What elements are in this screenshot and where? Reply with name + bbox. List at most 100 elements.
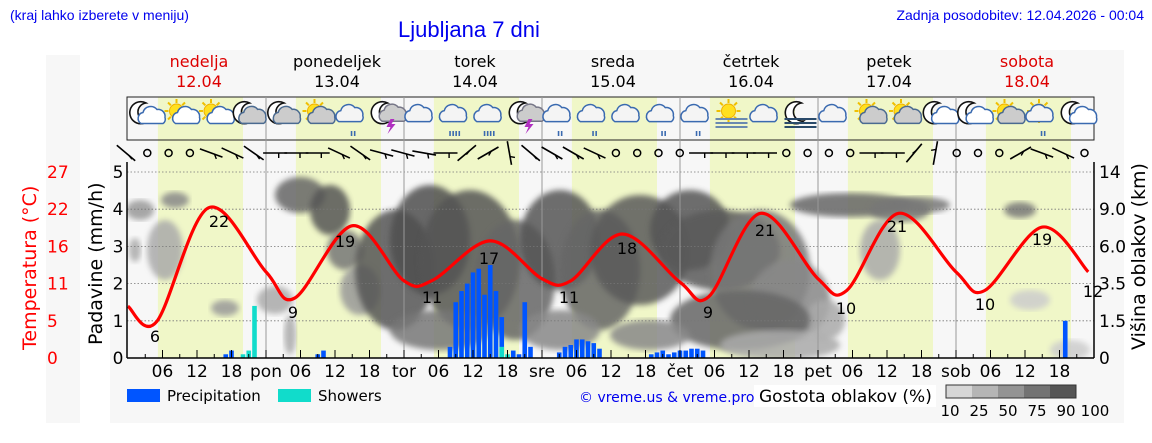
legend-showers: Showers [318, 387, 382, 405]
cloud-height-tick: 6.0 [1099, 237, 1126, 257]
wind-barb-icon [782, 148, 791, 158]
wind-barb-icon [562, 146, 585, 160]
moon-fog-icon [784, 100, 817, 128]
x-tick-label: čet [667, 362, 694, 382]
wind-barb-icon [675, 148, 685, 158]
location-hint[interactable]: (kraj lahko izberete v meniju) [10, 7, 189, 23]
temperature-tick: 0 [47, 349, 58, 369]
cloud-height-tick: 14 [1099, 163, 1121, 183]
temperature-tick: 22 [47, 200, 69, 220]
legend: Precipitation Showers © vreme.us & vreme.p… [127, 384, 1110, 420]
precip-tick: 3 [113, 237, 124, 257]
page-title: Ljubljana 7 dni [398, 17, 540, 42]
wind-barb-icon [391, 149, 415, 159]
cloud-light-rain-icon: ıı [645, 103, 675, 139]
precip-tick: 5 [113, 163, 124, 183]
sun-cloud-grey-icon [854, 99, 888, 125]
axes: 5432102722161150149.06.03.51.50Temperatu… [19, 162, 1150, 382]
x-tick-label: 12 [1014, 362, 1036, 382]
x-tick-label: 12 [876, 362, 898, 382]
moon-thunder-icon [370, 100, 408, 134]
wind-barb-icon [611, 148, 621, 158]
wind-barb-icon [952, 148, 961, 158]
day-date: 12.04 [176, 72, 222, 91]
x-tick-label: 18 [1049, 362, 1071, 382]
svg-text:ıı: ıı [695, 129, 701, 139]
temp-label: 9 [288, 303, 298, 322]
day-divider-lines [265, 97, 957, 358]
moon-cloud-grey-icon [267, 100, 302, 125]
temperature-line [126, 205, 1090, 328]
day-date: 16.04 [728, 72, 774, 91]
day-date: 18.04 [1004, 72, 1050, 91]
svg-text:ıııı: ıııı [483, 129, 495, 139]
copyright-link[interactable]: © vreme.us & vreme.pro [579, 390, 754, 406]
day-header-0: nedelja 12.04 [130, 52, 268, 92]
temp-label: 9 [703, 303, 713, 322]
wind-barb-icon [284, 152, 309, 158]
sun-fog-icon [715, 99, 748, 128]
temperature-axis-strip [46, 55, 80, 423]
temp-label: 10 [975, 295, 995, 314]
wind-barb-icon [710, 152, 735, 158]
temp-label: 10 [836, 299, 856, 318]
wind-barb-icon [199, 148, 223, 160]
wind-barb-icon [880, 152, 905, 158]
temp-label: 17 [479, 249, 499, 268]
x-tick-label: 06 [566, 362, 588, 382]
svg-text:ıı: ıı [592, 129, 598, 139]
cloud-light-rain-icon: ıı [335, 103, 364, 139]
cloud-icon [749, 103, 778, 123]
wind-barb-icon [1051, 147, 1075, 160]
wind-barb-icon [116, 144, 136, 162]
day-name: sobota [999, 52, 1055, 71]
cloud-height-tick: 1.5 [1099, 312, 1126, 332]
moon-thunder-icon [508, 100, 546, 134]
wind-barb-icon [973, 148, 983, 158]
day-name: četrtek [722, 52, 780, 71]
temperature-tick: 16 [47, 237, 69, 257]
day-name: ponedeljek [293, 52, 381, 71]
cloud-height-tick: 9.0 [1099, 200, 1126, 220]
wind-barb-icon [824, 148, 834, 158]
svg-text:ıııı: ıııı [449, 129, 461, 139]
precip-axis-label: Padavine (mm/h) [85, 182, 107, 345]
x-tick-label: pet [804, 362, 832, 382]
wind-barb-icon [541, 146, 563, 160]
day-header-4: četrtek 16.04 [682, 52, 820, 92]
wind-barb-icon [859, 152, 884, 158]
cloud-height-tick: 3.5 [1099, 275, 1126, 295]
x-tick-label: 12 [738, 362, 760, 382]
temp-label: 19 [335, 232, 355, 251]
x-tick-label: sre [529, 362, 555, 382]
cloud-light-rain-icon: ıı [576, 103, 606, 139]
wind-barb-icon [412, 150, 437, 159]
temp-label: 21 [887, 217, 907, 236]
cloud-height-axis-label: Višina oblakov (km) [1128, 163, 1150, 350]
legend-precipitation: Precipitation [167, 387, 261, 405]
temp-label: 12 [1083, 282, 1103, 301]
wind-barb-icon [263, 152, 288, 158]
wind-barb-icon [753, 152, 777, 158]
sun-cloud-light-rain-icon: ıı [1025, 99, 1054, 139]
cloud-density-tick: 50 [998, 402, 1017, 420]
wind-barb-icon [477, 146, 499, 160]
wind-barb-icon [243, 145, 265, 161]
x-tick-label: 18 [221, 362, 243, 382]
wind-barb-icon [369, 149, 394, 159]
cloud-density-tick: 100 [1081, 402, 1110, 420]
wind-barb-icon [185, 148, 195, 158]
day-name: nedelja [169, 52, 229, 71]
wind-barb-icon [1080, 148, 1089, 158]
cloud-height-tick: 0 [1099, 349, 1110, 369]
x-tick-label: 18 [359, 362, 381, 382]
temperature-tick: 11 [47, 275, 69, 295]
sun-cloud-icon [199, 99, 236, 125]
day-name: torek [454, 52, 496, 71]
day-header-6: sobota 18.04 [958, 52, 1096, 92]
sun-cloud-icon [164, 99, 201, 125]
cloud-density-tick: 10 [940, 402, 959, 420]
x-tick-label: 18 [635, 362, 657, 382]
wind-barb-icon [506, 141, 516, 165]
